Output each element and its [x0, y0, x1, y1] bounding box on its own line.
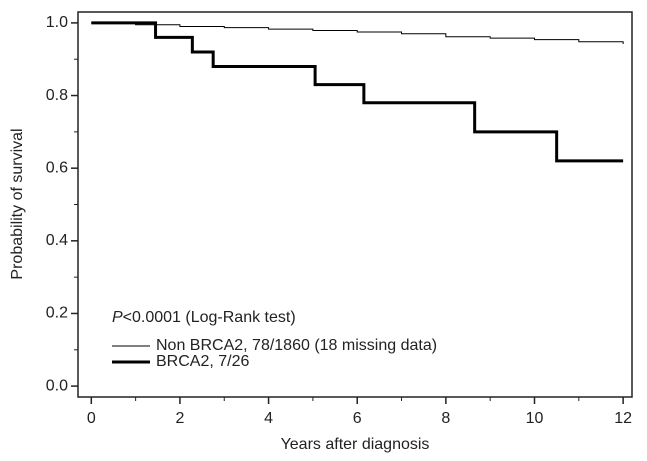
x-tick-label: 10: [526, 410, 544, 427]
survival-curve: [91, 22, 624, 44]
legend-label: Non BRCA2, 78/1860 (18 missing data): [156, 337, 437, 354]
x-axis-label: Years after diagnosis: [281, 436, 430, 453]
y-tick-label: 0.6: [46, 159, 68, 176]
y-tick-label: 0.4: [46, 232, 68, 249]
x-tick-label: 6: [353, 410, 362, 427]
legend-label: BRCA2, 7/26: [156, 353, 249, 370]
y-tick-label: 1.0: [46, 14, 68, 31]
y-tick-label: 0.0: [46, 377, 68, 394]
x-tick-label: 12: [614, 410, 632, 427]
y-tick-label: 0.8: [46, 87, 68, 104]
x-tick-label: 2: [175, 410, 184, 427]
y-tick-label: 0.2: [46, 305, 68, 322]
annotation-italic: P: [112, 309, 123, 326]
x-tick-label: 0: [87, 410, 96, 427]
survival-curve: [91, 21, 624, 163]
annotation-text: <0.0001 (Log-Rank test): [123, 309, 296, 326]
y-axis-label: Probability of survival: [9, 128, 26, 279]
plot-frame: [77, 11, 633, 398]
x-tick-label: 4: [264, 410, 273, 427]
annotation: P<0.0001 (Log-Rank test): [112, 309, 296, 326]
x-tick-label: 8: [441, 410, 450, 427]
